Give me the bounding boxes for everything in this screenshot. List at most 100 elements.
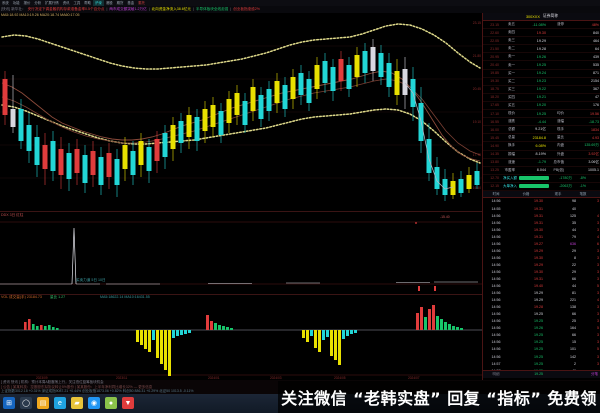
- trading-app-icon[interactable]: ▼: [122, 397, 134, 409]
- volume-pane-header-2: 量比 1.27: [50, 295, 66, 299]
- order-book-row[interactable]: 20.40 卖一 19.25 535: [483, 61, 600, 70]
- stat-value: 9.21亿: [535, 127, 546, 132]
- order-book-row[interactable]: 22.60 卖四 19.30 840: [483, 29, 600, 38]
- ddx-pane[interactable]: DDX 3日 红柱 买卖力道 5日 10日: [0, 212, 482, 294]
- order-book-row[interactable]: 22.05 卖三 19.29 464: [483, 37, 600, 46]
- news-item-3: 两市成交额突破1.2万亿: [109, 7, 147, 11]
- tick-row[interactable]: 14:56 19.29 22 3: [483, 261, 600, 268]
- tick-row[interactable]: 14:56 19.29 221 4: [483, 297, 600, 304]
- edge-icon[interactable]: e: [54, 397, 66, 409]
- menu-item-6[interactable]: 工具: [73, 1, 81, 5]
- tick-row[interactable]: 14:57 19.25 2 3: [483, 360, 600, 367]
- menu-item-8[interactable]: 沪深: [93, 0, 104, 6]
- menu-item-3[interactable]: 分析: [34, 1, 42, 5]
- tick-row[interactable]: 14:56 19.27 636 6: [483, 240, 600, 247]
- footer-detail-label[interactable]: 明细: [492, 371, 500, 376]
- level-label: 卖一: [508, 54, 515, 59]
- tick-row[interactable]: 14:56 19.30 29 3: [483, 268, 600, 275]
- order-book-row[interactable]: 18.20 买四 19.21 47: [483, 94, 600, 102]
- folder-icon[interactable]: ▰: [71, 397, 83, 409]
- tick-row[interactable]: 14:56 19.25 66 3: [483, 332, 600, 339]
- tick-count: 3: [597, 333, 599, 338]
- price-pane[interactable]: MA5:18.92 MA10:19.26 MA20:18.74 MA60:17.…: [0, 13, 482, 211]
- quote-stats-list[interactable]: 17.10 现价 19.25 均价 19.56 16.55 涨跌 -4.44 涨幅 -18.73 1…: [483, 110, 600, 175]
- tick-row[interactable]: 14:56 19.25 66 3: [483, 311, 600, 318]
- explorer-icon[interactable]: ▤: [37, 397, 49, 409]
- taskbar-icons[interactable]: ⊞ ◯ ▤ e ▰ ◉ ● ▼: [3, 397, 134, 409]
- tick-count: 3: [597, 255, 599, 260]
- pane-separator-2: [0, 294, 482, 295]
- menu-item-12[interactable]: 委托: [138, 1, 145, 5]
- tick-row[interactable]: 14:56 19.29 29 3: [483, 247, 600, 254]
- order-book-list[interactable]: 23.15 卖五 -11.08% 涨停 48% 22.60 卖四 19.30 840 22.05 卖…: [483, 21, 600, 111]
- menu-item-11[interactable]: 基金: [127, 1, 135, 5]
- order-book-row[interactable]: 19.30 买二 19.23 2154: [483, 78, 600, 86]
- menu-item-1[interactable]: 功能: [12, 1, 20, 5]
- stat-label-2: 内盘: [557, 143, 564, 148]
- order-book-row[interactable]: 17.65 买五 19.20 176: [483, 102, 600, 111]
- menu-item-7[interactable]: 帮助: [84, 1, 92, 5]
- browser-icon[interactable]: ◉: [88, 397, 100, 409]
- stat-value-2: 1005.1: [588, 168, 599, 173]
- menu-item-2[interactable]: 报价: [23, 1, 31, 5]
- tick-row[interactable]: 14:56 19.28 138 3: [483, 304, 600, 311]
- quote-panel[interactable]: 300XXX 证券简称 23.15 卖五 -11.08% 涨停 48% 22.60 卖四 19…: [482, 13, 600, 380]
- tick-row[interactable]: 14:56 19.29 81 3: [483, 290, 600, 297]
- tick-row[interactable]: 14:56 19.25 25 3: [483, 318, 600, 325]
- tick-row[interactable]: 14:56 19.31 66 3: [483, 275, 600, 282]
- tick-row[interactable]: 14:56 19.30 8 3: [483, 254, 600, 261]
- menu-item-0[interactable]: 系统: [2, 1, 9, 5]
- tick-list[interactable]: 14:56 19.30 98 3 14:55 19.31 40 14:56 19.31 125 4 1…: [483, 198, 600, 370]
- axis-price: 19.85: [490, 71, 499, 76]
- menu-item-5[interactable]: 资讯: [62, 1, 70, 5]
- tick-row[interactable]: 14:56 19.31 125 4: [483, 212, 600, 219]
- tick-row[interactable]: 14:56 19.25 142 3: [483, 353, 600, 360]
- quote-footer[interactable]: 明细 19.25 分笔: [483, 369, 600, 378]
- tick-price: 19.30: [534, 199, 543, 204]
- level-size: 535: [593, 63, 599, 68]
- order-book-row[interactable]: 21.50 卖二 19.28 64: [483, 45, 600, 54]
- search-icon[interactable]: ◯: [20, 397, 32, 409]
- order-book-row[interactable]: 18.75 买三 19.22 367: [483, 86, 600, 94]
- order-book-row[interactable]: 20.95 卖一 19.26 439: [483, 53, 600, 62]
- tick-volume: 35: [572, 220, 576, 225]
- tick-row[interactable]: 14:56 19.40 44 5: [483, 283, 600, 290]
- volume-pane[interactable]: VOL 成交量(手) 23184.73 量比 1.27 MA5:18622.14…: [0, 295, 482, 380]
- order-book-row[interactable]: 23.15 卖五 -11.08% 涨停 48%: [483, 21, 600, 30]
- stat-label: 市盈率: [504, 167, 516, 172]
- order-book-row[interactable]: 19.85 买一 19.24 871: [483, 70, 600, 78]
- menu-item-4[interactable]: 扩展行情: [45, 1, 59, 5]
- price-chart-svg: [0, 13, 482, 211]
- level-size: 64: [595, 46, 599, 51]
- level-size: 439: [593, 54, 599, 59]
- footer-tick-label[interactable]: 分笔: [591, 371, 598, 376]
- start-icon[interactable]: ⊞: [3, 397, 15, 409]
- tick-price: 19.30: [534, 269, 543, 274]
- tick-volume: 66: [572, 333, 576, 338]
- menu-item-9[interactable]: 港股: [105, 1, 113, 5]
- quote-title[interactable]: 300XXX 证券简称: [483, 13, 600, 21]
- tick-time: 14:56: [491, 269, 501, 274]
- tick-time: 14:56: [491, 284, 501, 289]
- menu-item-10[interactable]: 期货: [116, 1, 124, 5]
- tick-row[interactable]: 14:56 19.26 164 5: [483, 325, 600, 332]
- tick-row[interactable]: 14:56 19.30 44 3: [483, 226, 600, 233]
- stock-code: 300XXX: [525, 14, 540, 19]
- tick-row[interactable]: 14:56 19.25 15 3: [483, 339, 600, 346]
- net-flow-bars: 12.70 净买入额 -1780万 -8% 12.15 大单净入 -2063万 -1%: [483, 175, 600, 191]
- watermark-text: 关注微信 “老韩实盘” 回复 “指标” 免费领: [281, 389, 597, 408]
- tick-count: 3: [597, 312, 599, 317]
- tick-row[interactable]: 14:56 19.25 101 5: [483, 346, 600, 353]
- news-item-4: |: [148, 7, 150, 11]
- stat-label-2: 外盘: [557, 151, 564, 156]
- app-icon[interactable]: ●: [105, 397, 117, 409]
- tick-row[interactable]: 14:56 19.30 98 3: [483, 198, 600, 205]
- tick-row[interactable]: 14:56 19.31 35 3: [483, 219, 600, 226]
- tick-price: 19.25: [534, 312, 543, 317]
- chart-area[interactable]: MA5:18.92 MA10:19.26 MA20:18.74 MA60:17.…: [0, 13, 482, 380]
- tick-row[interactable]: 14:56 19.31 79 4: [483, 233, 600, 240]
- tick-time: 14:56: [491, 248, 501, 253]
- tick-row[interactable]: 14:55 19.31 40: [483, 205, 600, 212]
- net-flow-row: 12.70 净买入额 -1780万 -8%: [483, 175, 600, 183]
